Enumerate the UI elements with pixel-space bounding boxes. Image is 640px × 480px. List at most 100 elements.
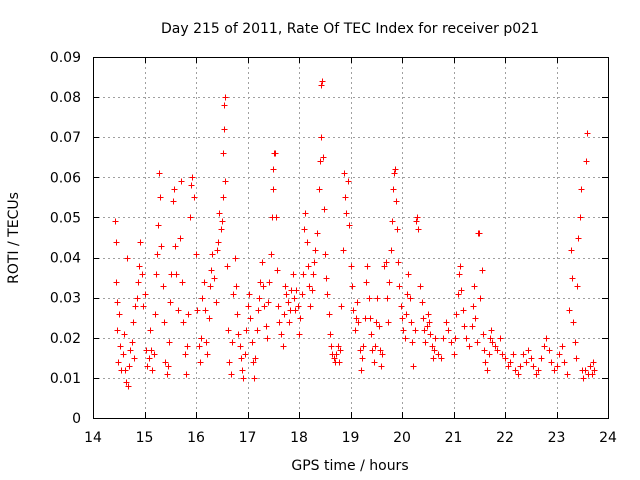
data-point-plus <box>272 150 279 157</box>
data-point-plus <box>470 303 477 310</box>
data-point-plus <box>282 283 289 290</box>
data-point-plus <box>142 291 149 298</box>
data-point-plus <box>222 178 229 185</box>
x-tick-label: 14 <box>84 430 102 446</box>
data-point-plus <box>494 347 501 354</box>
data-point-plus <box>343 210 350 217</box>
data-point-plus <box>568 247 575 254</box>
data-point-plus <box>399 315 406 322</box>
data-point-plus <box>396 283 403 290</box>
data-point-plus <box>157 194 164 201</box>
data-point-plus <box>354 299 361 306</box>
data-point-plus <box>430 355 437 362</box>
data-point-plus <box>153 271 160 278</box>
data-point-plus <box>427 331 434 338</box>
data-point-plus <box>438 355 445 362</box>
data-point-plus <box>392 166 399 173</box>
data-point-plus <box>422 339 429 346</box>
y-tick-label: 0.05 <box>50 210 81 226</box>
data-point-plus <box>395 259 402 266</box>
data-point-plus <box>199 295 206 302</box>
data-point-plus <box>275 303 282 310</box>
data-point-plus <box>229 339 236 346</box>
data-point-plus <box>144 363 151 370</box>
data-point-plus <box>368 331 375 338</box>
data-point-plus <box>349 283 356 290</box>
data-point-plus <box>139 271 146 278</box>
data-point-plus <box>225 327 232 334</box>
data-point-plus <box>240 375 247 382</box>
data-point-plus <box>578 186 585 193</box>
data-point-plus <box>221 102 228 109</box>
data-point-plus <box>378 363 385 370</box>
data-point-plus <box>134 295 141 302</box>
data-point-plus <box>316 186 323 193</box>
data-point-plus <box>136 263 143 270</box>
data-point-plus <box>385 319 392 326</box>
data-point-plus <box>520 351 527 358</box>
data-point-plus <box>183 371 190 378</box>
data-point-plus <box>204 351 211 358</box>
data-point-plus <box>386 279 393 286</box>
x-tick-label: 16 <box>187 430 205 446</box>
data-point-plus <box>261 303 268 310</box>
data-point-plus <box>489 339 496 346</box>
data-point-plus <box>126 363 133 370</box>
data-point-plus <box>232 255 239 262</box>
data-point-plus <box>348 263 355 270</box>
data-point-plus <box>182 351 189 358</box>
data-point-plus <box>286 319 293 326</box>
data-point-plus <box>327 331 334 338</box>
data-point-plus <box>122 367 129 374</box>
data-point-plus <box>388 247 395 254</box>
data-point-plus <box>484 367 491 374</box>
data-point-plus <box>554 363 561 370</box>
data-point-plus <box>113 239 120 246</box>
data-point-plus <box>371 359 378 366</box>
data-point-plus <box>429 343 436 350</box>
data-point-plus <box>120 351 127 358</box>
data-point-plus <box>220 150 227 157</box>
data-point-plus <box>584 130 591 137</box>
data-point-plus <box>510 351 517 358</box>
data-point-plus <box>455 291 462 298</box>
data-point-plus <box>363 279 370 286</box>
data-point-plus <box>479 267 486 274</box>
data-point-plus <box>492 343 499 350</box>
data-point-plus <box>352 327 359 334</box>
data-point-plus <box>268 251 275 258</box>
data-point-plus <box>177 235 184 242</box>
data-point-plus <box>505 363 512 370</box>
data-point-plus <box>391 170 398 177</box>
data-point-plus <box>161 319 168 326</box>
data-point-plus <box>242 351 249 358</box>
data-point-plus <box>178 178 185 185</box>
y-tick-label: 0.01 <box>50 371 81 387</box>
data-point-plus <box>257 279 264 286</box>
data-point-plus <box>472 315 479 322</box>
data-point-plus <box>499 351 506 358</box>
data-point-plus <box>290 271 297 278</box>
data-point-plus <box>575 235 582 242</box>
data-point-plus <box>424 323 431 330</box>
x-tick-label: 24 <box>599 430 617 446</box>
data-point-plus <box>259 259 266 266</box>
data-point-plus <box>590 359 597 366</box>
y-tick-labels: 0 0.01 0.02 0.03 0.04 0.05 0.06 0.07 0.08 0.09 <box>50 50 81 427</box>
data-point-plus <box>346 222 353 229</box>
data-point-plus <box>322 251 329 258</box>
data-point-plus <box>125 383 132 390</box>
data-point-plus <box>443 319 450 326</box>
data-point-plus <box>421 327 428 334</box>
data-point-plus <box>194 307 201 314</box>
data-point-plus <box>285 299 292 306</box>
data-point-plus <box>214 247 221 254</box>
data-point-plus <box>551 367 558 374</box>
data-point-plus <box>123 379 130 386</box>
data-point-plus <box>342 194 349 201</box>
data-point-plus <box>235 331 242 338</box>
data-point-plus <box>228 371 235 378</box>
data-point-plus <box>132 303 139 310</box>
data-point-plus <box>405 271 412 278</box>
data-point-plus <box>314 230 321 237</box>
